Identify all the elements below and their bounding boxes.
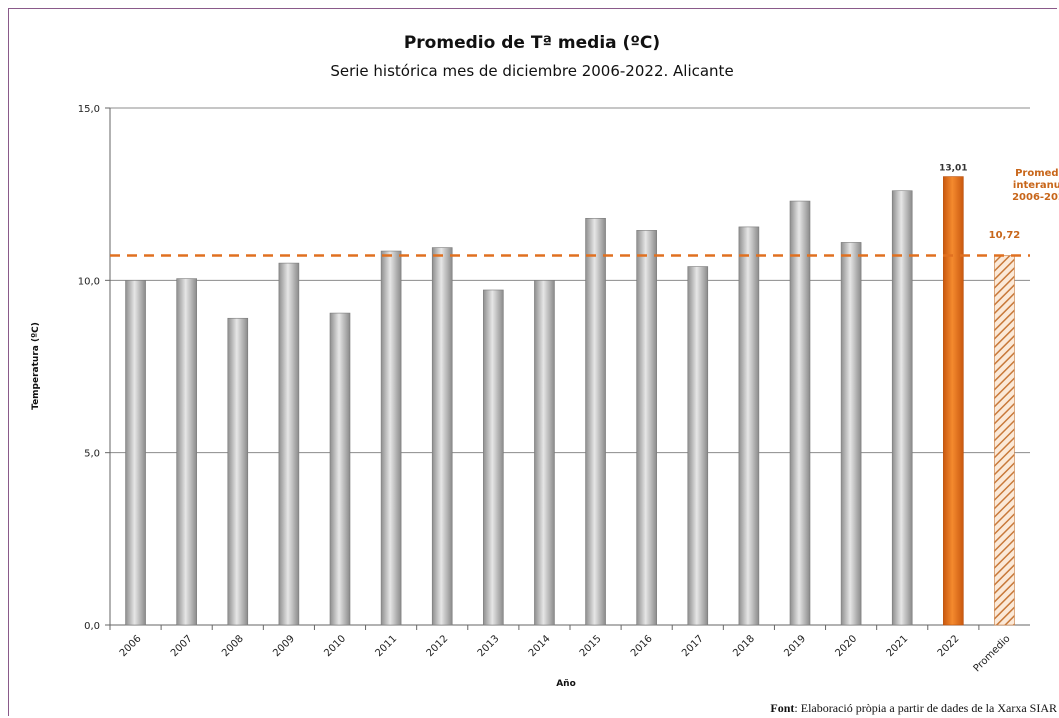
bar-2014 xyxy=(534,280,555,626)
x-tick-label: 2016 xyxy=(629,633,655,659)
bar-2015 xyxy=(585,217,606,626)
bar-2010 xyxy=(329,312,351,626)
x-tick-label: 2008 xyxy=(220,633,246,659)
data-label-2022: 13,01 xyxy=(939,164,967,174)
x-tick-label: 2010 xyxy=(322,633,348,659)
source-text: : Elaboració pròpia a partir de dades de… xyxy=(794,701,1057,715)
reference-label-line: 2006-2021 xyxy=(1012,192,1059,203)
y-tick-label: 15,0 xyxy=(78,104,100,115)
x-tick-label: 2007 xyxy=(169,633,195,659)
reference-label-line: Promedio xyxy=(1015,168,1059,179)
bar-2012 xyxy=(431,247,453,626)
y-axis-ticks: 0,0 5,0 10,0 15,0 xyxy=(78,104,100,632)
x-tick-label: 2012 xyxy=(425,633,451,659)
x-tick-label: 2006 xyxy=(118,633,144,659)
x-tick-label: 2019 xyxy=(782,633,808,659)
x-tick-label: 2009 xyxy=(271,633,297,659)
x-tick-label: 2011 xyxy=(373,633,399,659)
y-axis-label: Temperatura (ºC) xyxy=(31,322,41,410)
x-tick-label: Promedio xyxy=(972,633,1013,674)
x-tick-label: 2017 xyxy=(680,633,706,659)
chart-title: Promedio de Tª media (ºC) xyxy=(404,33,660,53)
bar-2008 xyxy=(227,317,249,626)
bar-2020 xyxy=(840,242,862,626)
x-tick-label: 2018 xyxy=(731,633,757,659)
bar-2007 xyxy=(176,278,197,626)
annotations: 13,01 Promediointeranual2006-2021 10,72 xyxy=(110,164,1059,257)
x-tick-label: 2021 xyxy=(885,633,911,659)
x-axis-ticks: 2006 2007 2008 2009 2010 2011 2012 2013 2014 2015… xyxy=(109,625,1013,674)
bar-2022 xyxy=(943,176,964,626)
bar-2006 xyxy=(125,280,146,626)
chart-subtitle: Serie histórica mes de diciembre 2006-20… xyxy=(330,62,733,80)
x-axis-label: Año xyxy=(556,679,576,689)
bar-Promedio xyxy=(994,255,1015,626)
bar-2017 xyxy=(687,266,709,626)
bar-2021 xyxy=(891,190,913,626)
y-tick-label: 0,0 xyxy=(84,621,100,632)
bar-2018 xyxy=(738,226,760,626)
x-tick-label: 2020 xyxy=(833,633,859,659)
bar-2009 xyxy=(278,262,300,626)
x-tick-label: 2014 xyxy=(527,633,553,659)
data-label-promedio: 10,72 xyxy=(989,230,1021,241)
x-tick-label: 2015 xyxy=(578,633,604,659)
bar-2011 xyxy=(380,250,402,626)
bars xyxy=(125,176,1015,626)
chart-frame xyxy=(8,8,1057,716)
bar-2019 xyxy=(789,200,811,626)
x-tick-label: 2022 xyxy=(936,633,962,659)
x-tick-label: 2013 xyxy=(476,633,502,659)
source-bold: Font xyxy=(770,701,795,715)
y-tick-label: 10,0 xyxy=(78,276,100,287)
y-tick-label: 5,0 xyxy=(84,449,100,460)
bar-2016 xyxy=(636,230,657,626)
source-note: Font: Elaboració pròpia a partir de dade… xyxy=(770,701,1057,716)
reference-label-line: interanual xyxy=(1013,180,1059,191)
bar-2013 xyxy=(483,289,504,626)
